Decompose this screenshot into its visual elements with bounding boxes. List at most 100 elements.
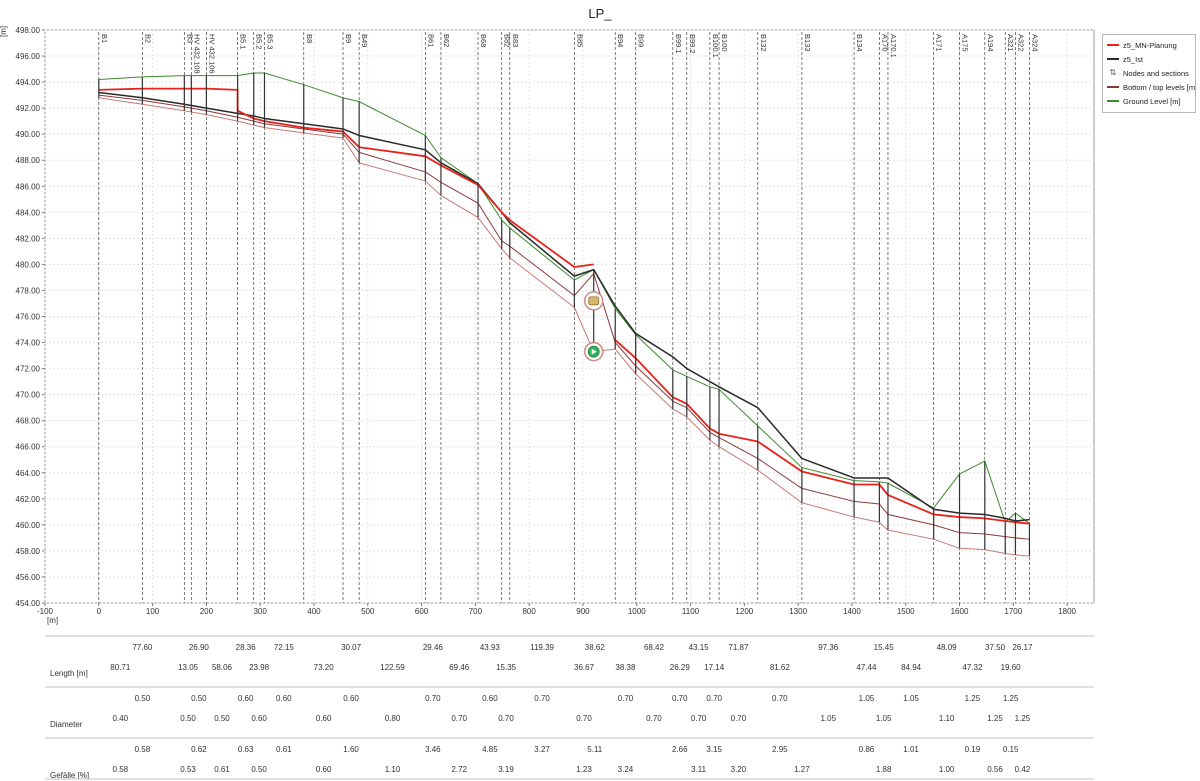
- table-cell: 0.60: [316, 765, 332, 774]
- node-label: B100: [720, 34, 729, 52]
- table-cell: 58.06: [212, 663, 233, 672]
- node-label: B9: [344, 34, 353, 43]
- table-cell: 1.25: [1003, 694, 1019, 703]
- table-cell: 3.11: [691, 765, 707, 774]
- x-tick-label: 1700: [1004, 607, 1022, 616]
- legend-item: z5_Ist: [1103, 52, 1195, 66]
- node-label: HV 432.106: [207, 34, 216, 74]
- legend-label: Bottom / top levels [m]: [1123, 82, 1195, 92]
- x-tick-label: 1200: [735, 607, 753, 616]
- table-cell: 1.00: [939, 765, 955, 774]
- table-cell: 0.63: [238, 745, 254, 754]
- y-tick-label: 464.00: [16, 469, 41, 478]
- table-cell: 23.98: [249, 663, 270, 672]
- node-label: B1: [100, 34, 109, 43]
- table-cell: 0.60: [482, 694, 498, 703]
- y-tick-label: 478.00: [16, 286, 41, 295]
- table-cell: 0.70: [706, 694, 722, 703]
- node-label: B5.1: [239, 34, 248, 49]
- x-tick-label: 600: [415, 607, 429, 616]
- table-cell: 73.20: [314, 663, 335, 672]
- y-tick-label: 484.00: [16, 208, 41, 217]
- table-cell: 0.40: [113, 714, 129, 723]
- table-cell: 0.70: [451, 714, 467, 723]
- node-label: HV 432.108: [192, 34, 201, 74]
- nodes-sections-icon: ⇅: [1109, 68, 1117, 77]
- table-cell: 72.15: [274, 643, 295, 652]
- table-cell: 0.58: [113, 765, 129, 774]
- table-cell: 0.70: [691, 714, 707, 723]
- y-tick-label: 476.00: [16, 313, 41, 322]
- table-cell: 3.24: [618, 765, 634, 774]
- table-cell: 2.95: [772, 745, 788, 754]
- legend-item: z5_MN-Planung: [1103, 38, 1195, 52]
- table-cell: 0.60: [276, 694, 292, 703]
- x-tick-label: 1000: [628, 607, 646, 616]
- table-cell: 1.05: [820, 714, 836, 723]
- table-cell: 5.11: [587, 745, 603, 754]
- table-cell: 0.70: [646, 714, 662, 723]
- table-row-label: Gefälle [%]: [50, 771, 89, 780]
- longitudinal-profile-chart: LP_ 454.00 456.00 458.00 460.00 462.00 464.00 4…: [0, 6, 1095, 780]
- table-cell: 0.56: [987, 765, 1003, 774]
- table-cell: 15.45: [874, 643, 895, 652]
- table-cell: 48.09: [937, 643, 958, 652]
- y-tick-label: 490.00: [16, 130, 41, 139]
- table-cell: 122.59: [380, 663, 405, 672]
- y-tick-label: 482.00: [16, 234, 41, 243]
- table-cell: 0.70: [731, 714, 747, 723]
- table-cell: 0.80: [385, 714, 401, 723]
- x-tick-label: 1400: [843, 607, 861, 616]
- node-label: A170.1: [889, 34, 898, 58]
- table-cell: 19.60: [1001, 663, 1022, 672]
- table-cell: 1.25: [987, 714, 1003, 723]
- table-cell: 0.70: [498, 714, 514, 723]
- table-cell: 2.66: [672, 745, 688, 754]
- table-cell: 1.60: [343, 745, 359, 754]
- table-cell: 1.05: [859, 694, 875, 703]
- table-cell: 28.36: [236, 643, 257, 652]
- node-label: B82: [503, 34, 512, 47]
- table-cell: 2.72: [451, 765, 467, 774]
- table-cell: 0.70: [576, 714, 592, 723]
- table-cell: 1.10: [939, 714, 955, 723]
- y-tick-label: 486.00: [16, 182, 41, 191]
- table-cell: 0.50: [214, 714, 230, 723]
- table-cell: 29.46: [423, 643, 444, 652]
- table-cell: 0.58: [135, 745, 151, 754]
- table-cell: 43.93: [480, 643, 501, 652]
- x-tick-label: 200: [200, 607, 214, 616]
- table-cell: 1.25: [1015, 714, 1031, 723]
- table-cell: 0.50: [135, 694, 151, 703]
- legend-swatch: [1107, 58, 1119, 60]
- table-cell: 38.38: [615, 663, 636, 672]
- chart-title: LP_: [588, 6, 612, 21]
- x-tick-label: -100: [37, 607, 54, 616]
- table-cell: 0.19: [965, 745, 981, 754]
- x-tick-label: 1600: [951, 607, 969, 616]
- legend-item: ⇅ Nodes and sections: [1103, 66, 1195, 80]
- table-cell: 1.10: [385, 765, 401, 774]
- table-cell: 26.29: [670, 663, 691, 672]
- x-tick-label: 500: [361, 607, 375, 616]
- y-tick-label: 468.00: [16, 417, 41, 426]
- table-cell: 0.70: [618, 694, 634, 703]
- x-tick-label: 800: [522, 607, 536, 616]
- legend-label: Ground Level [m]: [1123, 96, 1181, 106]
- table-cell: 0.50: [180, 714, 196, 723]
- table-cell: 47.44: [856, 663, 877, 672]
- x-axis-label: [m]: [47, 616, 58, 625]
- x-tick-label: 900: [576, 607, 590, 616]
- x-tick-label: 400: [307, 607, 321, 616]
- node-label: B99.1: [674, 34, 683, 54]
- table-cell: 38.62: [585, 643, 606, 652]
- y-tick-label: 458.00: [16, 547, 41, 556]
- table-cell: 3.20: [731, 765, 747, 774]
- x-tick-label: 1100: [682, 607, 700, 616]
- table-cell: 15.35: [496, 663, 517, 672]
- table-cell: 3.19: [498, 765, 514, 774]
- table-cell: 36.67: [574, 663, 595, 672]
- node-label: B68: [479, 34, 488, 47]
- table-cell: 0.42: [1015, 765, 1031, 774]
- data-table: 77.60 26.90 28.36 72.15 30.07 29.46 43.93 119.3…: [45, 635, 1094, 780]
